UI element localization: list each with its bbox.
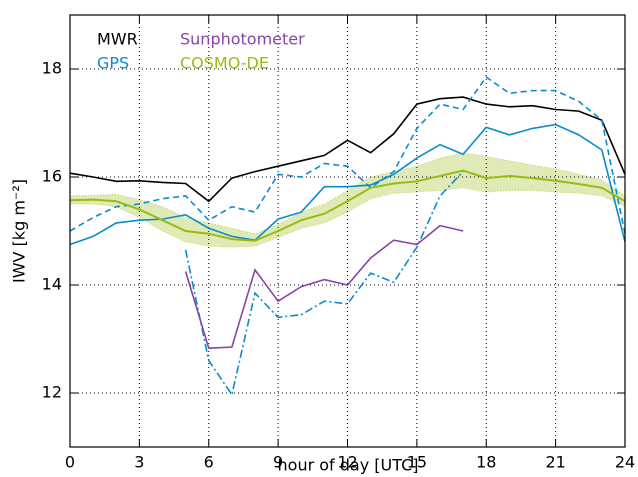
x-axis-label: hour of day [UTC] (278, 456, 419, 475)
x-tick-label: 18 (476, 453, 496, 472)
series-line (184, 224, 464, 350)
x-tick-label: 24 (615, 453, 635, 472)
x-tick-label: 0 (65, 453, 75, 472)
y-axis-label: IWV [kg m⁻²] (10, 179, 29, 283)
x-tick-label: 12 (337, 453, 357, 472)
x-tick-label: 3 (134, 453, 144, 472)
plot-frame (69, 14, 626, 448)
legend-entry: GPS (97, 54, 129, 73)
x-tick-label: 9 (273, 453, 283, 472)
legend-entry: MWR (97, 30, 138, 49)
x-tick-label: 21 (545, 453, 565, 472)
series-line (69, 96, 626, 203)
legend-entry: COSMO-DE (180, 54, 269, 73)
series-line (184, 171, 464, 397)
legend-entry: Sunphotometer (180, 30, 305, 49)
y-tick-label: 14 (42, 275, 62, 294)
y-tick-label: 12 (42, 383, 62, 402)
y-tick-label: 18 (42, 59, 62, 78)
x-tick-label: 6 (204, 453, 214, 472)
series-line (69, 169, 626, 242)
x-tick-label: 15 (407, 453, 427, 472)
y-tick-label: 16 (42, 167, 62, 186)
series-line (69, 75, 626, 234)
